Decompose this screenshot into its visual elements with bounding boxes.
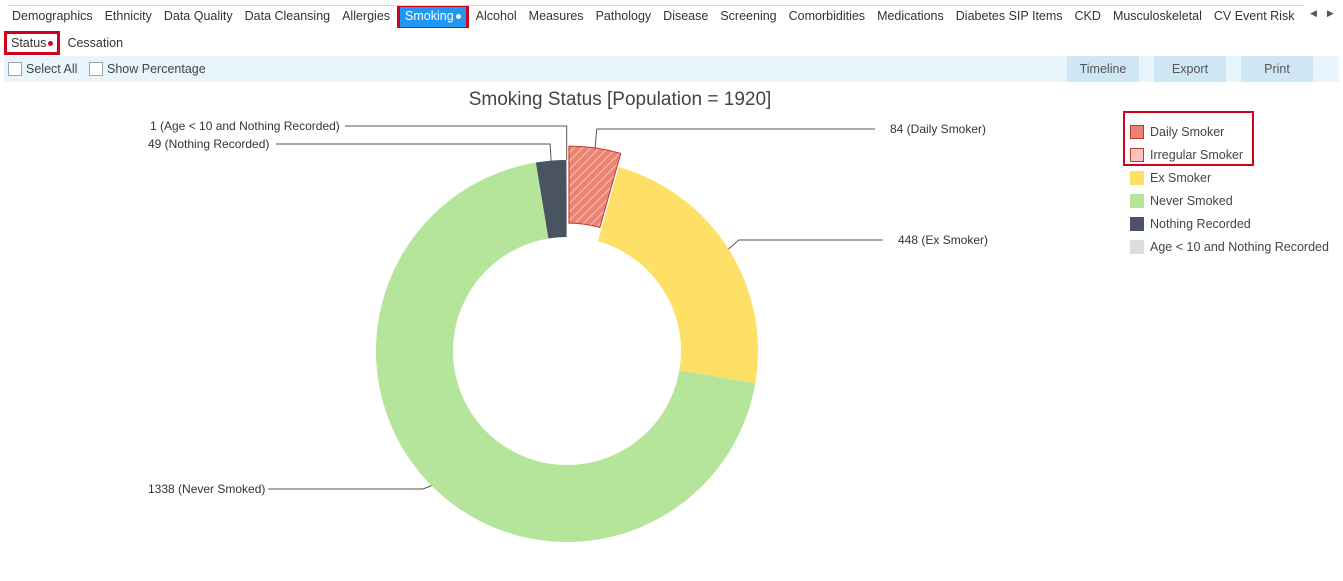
subtab-label: Cessation [67, 36, 124, 50]
tab-label: Comorbidities [788, 9, 866, 23]
tab-label: Ethnicity [104, 9, 152, 23]
legend-item[interactable]: Ex Smoker [1130, 166, 1329, 189]
legend-label: Never Smoked [1150, 193, 1233, 208]
legend-label: Daily Smoker [1150, 124, 1225, 139]
slice-data-label: 1 (Age < 10 and Nothing Recorded) [150, 119, 340, 133]
tab-data-quality[interactable]: Data Quality [158, 6, 239, 28]
show-percentage-label: Show Percentage [107, 62, 206, 76]
label-leader-line [268, 485, 432, 490]
legend-item[interactable]: Daily Smoker [1130, 120, 1329, 143]
tab-musculoskeletal[interactable]: Musculoskeletal [1107, 6, 1208, 28]
scroll-right-icon[interactable]: ▶ [1326, 8, 1334, 18]
tab-disease[interactable]: Disease [657, 6, 714, 28]
checkbox-icon [89, 62, 103, 76]
label-leader-line [594, 128, 875, 148]
tab-label: Disease [663, 9, 709, 23]
tab-smoking[interactable]: Smoking [397, 6, 469, 28]
legend-item[interactable]: Age < 10 and Nothing Recorded [1130, 235, 1329, 258]
label-leader-line [276, 143, 552, 161]
show-percentage-checkbox[interactable]: Show Percentage [89, 62, 206, 76]
legend-label: Age < 10 and Nothing Recorded [1150, 239, 1329, 254]
legend-swatch [1130, 170, 1144, 185]
tab-scroll-arrows: ◀ ▶ [1310, 8, 1334, 19]
legend-swatch [1130, 147, 1144, 162]
legend-label: Nothing Recorded [1150, 216, 1251, 231]
legend-item[interactable]: Irregular Smoker [1130, 143, 1329, 166]
tab-comorbidities[interactable]: Comorbidities [783, 6, 871, 28]
tab-label: Pathology [595, 9, 652, 23]
chart-title: Smoking Status [Population = 1920] [468, 89, 772, 110]
tab-label: Allergies [342, 9, 391, 23]
slice-data-label: 448 (Ex Smoker) [898, 233, 988, 247]
tab-alcohol[interactable]: Alcohol [470, 6, 523, 28]
checkbox-icon [8, 62, 22, 76]
tab-label: Data Quality [163, 9, 233, 23]
slice-never-smoked[interactable] [375, 162, 756, 542]
print-button[interactable]: Print [1241, 56, 1313, 82]
tab-label: Demographics [12, 9, 93, 23]
tab-label: Alcohol [475, 9, 517, 23]
active-dot-icon [48, 41, 54, 47]
top-divider [8, 5, 1304, 6]
legend-swatch [1130, 124, 1144, 139]
slice-ex-smoker[interactable] [597, 167, 758, 384]
legend-label: Ex Smoker [1150, 170, 1212, 185]
slice-age-10-and-nothing-recorded[interactable] [566, 159, 567, 237]
legend-highlight [1123, 111, 1254, 166]
toolbar: Select All Show Percentage Timeline Expo… [4, 56, 1339, 82]
tab-diabetes-sip-items[interactable]: Diabetes SIP Items [950, 6, 1069, 28]
main-tab-bar: Demographics Ethnicity Data Quality Data Cl… [6, 6, 1306, 28]
tab-screening[interactable]: Screening [714, 6, 782, 28]
slice-data-label: 49 (Nothing Recorded) [148, 137, 269, 151]
tab-demographics[interactable]: Demographics [6, 6, 99, 28]
legend-swatch [1130, 216, 1144, 231]
slice-daily-smoker[interactable] [568, 145, 622, 229]
export-button[interactable]: Export [1154, 56, 1226, 82]
tab-allergies[interactable]: Allergies [336, 6, 396, 28]
select-all-label: Select All [26, 62, 78, 76]
tab-label: Diabetes SIP Items [955, 9, 1063, 23]
tab-label: Musculoskeletal [1112, 9, 1202, 23]
subtab-status[interactable]: Status [3, 31, 61, 55]
tab-medications[interactable]: Medications [871, 6, 950, 28]
tab-label: CKD [1074, 9, 1101, 23]
tab-pathology[interactable]: Pathology [590, 6, 658, 28]
active-dot-icon [455, 14, 461, 20]
label-leader-line [345, 125, 568, 160]
tab-label: Screening [720, 9, 777, 23]
tab-ckd[interactable]: CKD [1069, 6, 1107, 28]
select-all-checkbox[interactable]: Select All [8, 62, 77, 76]
tab-measures[interactable]: Measures [523, 6, 590, 28]
legend-item[interactable]: Nothing Recorded [1130, 212, 1329, 235]
tab-data-cleansing[interactable]: Data Cleansing [239, 6, 336, 28]
tab-label: Smoking [405, 9, 454, 23]
tab-cv-event-risk[interactable]: CV Event Risk [1208, 6, 1301, 28]
tab-label: Data Cleansing [244, 9, 331, 23]
tab-ethnicity[interactable]: Ethnicity [99, 6, 158, 28]
tab-label: Medications [877, 9, 944, 23]
tab-label: Measures [528, 9, 584, 23]
sub-tab-bar: Status Cessation [3, 31, 132, 55]
legend-label: Irregular Smoker [1150, 147, 1244, 162]
chart-legend: Daily Smoker Irregular Smoker Ex Smoker Nev… [1130, 120, 1329, 258]
slice-nothing-recorded[interactable] [535, 160, 567, 239]
legend-item[interactable]: Never Smoked [1130, 189, 1329, 212]
slice-data-label: 84 (Daily Smoker) [890, 122, 986, 136]
scroll-left-icon[interactable]: ◀ [1310, 8, 1317, 18]
subtab-cessation[interactable]: Cessation [62, 33, 128, 53]
label-leader-line [728, 239, 883, 250]
subtab-label: Status [11, 36, 47, 50]
tab-label: CV Event Risk [1213, 9, 1295, 23]
slice-data-label: 1338 (Never Smoked) [148, 482, 265, 496]
legend-swatch [1130, 239, 1144, 254]
timeline-button[interactable]: Timeline [1067, 56, 1139, 82]
legend-swatch [1130, 193, 1144, 208]
